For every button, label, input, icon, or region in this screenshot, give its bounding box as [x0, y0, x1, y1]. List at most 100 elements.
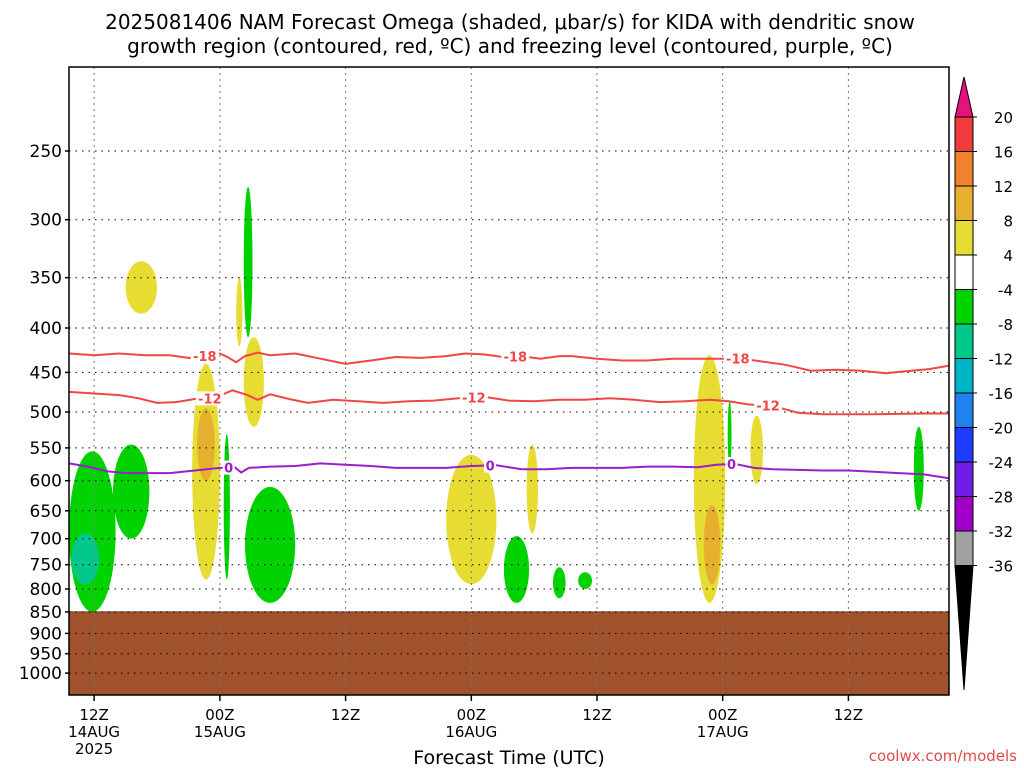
y-tick-label-650: 650 [30, 502, 62, 522]
contour-label-bg--18-0 [190, 348, 219, 363]
x-tick-label-38-1: 16AUG [445, 723, 497, 741]
contour-label-bg--12-0 [195, 391, 224, 406]
contour-line-0 [69, 462, 949, 480]
y-tick-label-850: 850 [30, 603, 62, 623]
colorbar-above-max-triangle [954, 76, 974, 118]
y-tick-label-600: 600 [30, 472, 62, 492]
x-tick-label-58-1: 17AUG [697, 723, 749, 741]
x-tick-label-8-0: 12Z [79, 706, 108, 724]
descent-region-2 [113, 444, 150, 539]
colorbar-bin-12-16 [954, 151, 974, 187]
descent-region-6 [223, 433, 230, 580]
y-tick-label-700: 700 [30, 530, 62, 550]
ascent-region-9 [243, 337, 264, 427]
x-tick-label-8-2: 2025 [75, 740, 113, 758]
colorbar-label-16: 16 [994, 144, 1013, 162]
colorbar-label--4: -4 [998, 282, 1013, 300]
omega-shading-layer [69, 186, 924, 612]
colorbar-label-12: 12 [994, 178, 1013, 196]
colorbar-bin-4-8 [954, 220, 974, 256]
descent-region-14 [553, 567, 566, 599]
descent-region-1 [71, 533, 100, 585]
y-tick-label-350: 350 [30, 269, 62, 289]
ascent-region-7 [236, 277, 243, 347]
ground-below-surface [69, 611, 949, 695]
contour-label--18-0: -18 [193, 350, 217, 365]
chart-title-line-1: 2025081406 NAM Forecast Omega (shaded, μ… [105, 10, 915, 34]
colorbar-label-4: 4 [1003, 247, 1013, 265]
contour-label-0-1: 0 [486, 460, 495, 475]
y-tick-label-450: 450 [30, 363, 62, 383]
colorbar-label-20: 20 [994, 109, 1013, 127]
colorbar-bin--4-4 [954, 254, 974, 290]
colorbar-label--16: -16 [989, 385, 1014, 403]
contour-label--12-2: -12 [756, 400, 780, 415]
x-tick-label-68-0: 12Z [834, 706, 863, 724]
descent-region-15 [578, 572, 592, 589]
colorbar-label--12: -12 [989, 351, 1014, 369]
y-tick-label-400: 400 [30, 319, 62, 339]
contour-label-bg-0-0 [222, 460, 235, 475]
colorbar-bin--28--24 [954, 461, 974, 497]
y-tick-label-1000: 1000 [19, 664, 62, 684]
colorbar-bin--32--28 [954, 496, 974, 532]
descent-region-20 [913, 426, 924, 511]
ascent-region-11 [446, 454, 497, 585]
y-tick-label-900: 900 [30, 624, 62, 644]
ascent-region-17 [703, 504, 721, 585]
colorbar-below-min-triangle [954, 565, 974, 691]
x-tick-label-18-1: 15AUG [194, 723, 246, 741]
ascent-region-3 [125, 261, 157, 314]
x-tick-label-8-1: 14AUG [68, 723, 120, 741]
descent-region-8 [243, 186, 253, 338]
colorbar-bin--12--8 [954, 323, 974, 359]
contour-label-bg-0-1 [484, 458, 497, 473]
grid-layer [69, 67, 949, 695]
colorbar-bin--24--20 [954, 427, 974, 463]
y-tick-label-500: 500 [30, 403, 62, 423]
contour-line--18 [69, 351, 949, 375]
colorbar-bin--8--4 [954, 289, 974, 325]
contour-label--12-1: -12 [462, 391, 486, 406]
descent-region-10 [245, 486, 296, 603]
colorbar-bin--20--16 [954, 392, 974, 428]
x-axis-title: Forecast Time (UTC) [413, 747, 604, 768]
colorbar-label--28: -28 [989, 489, 1014, 507]
watermark-text: coolwx.com/models [869, 747, 1017, 765]
contour-label-bg--12-2 [754, 398, 782, 413]
contour-label--12-0: -12 [198, 392, 222, 407]
ascent-region-5 [197, 408, 215, 481]
colorbar-label--24: -24 [989, 454, 1014, 472]
chart-title-line-2: growth region (contoured, red, ºC) and f… [127, 34, 893, 58]
x-tick-label-38-0: 00Z [457, 706, 486, 724]
colorbar-bin--36--32 [954, 530, 974, 566]
x-tick-label-18-0: 00Z [205, 706, 234, 724]
y-tick-label-750: 750 [30, 556, 62, 576]
contour-label-0-2: 0 [727, 458, 736, 473]
contour-layer: -18 -18 -18 -12 -12 -12 0 0 0 [69, 348, 949, 480]
y-tick-label-300: 300 [30, 211, 62, 231]
contour-label-bg--18-2 [723, 351, 752, 366]
contour-label-0-0: 0 [224, 462, 233, 477]
y-tick-label-550: 550 [30, 439, 62, 459]
x-tick-label-58-0: 00Z [708, 706, 737, 724]
y-tick-label-950: 950 [30, 645, 62, 665]
descent-region-0 [69, 451, 116, 612]
contour-label--18-2: -18 [726, 353, 750, 368]
contour-label-bg--18-1 [501, 349, 530, 364]
ascent-region-13 [526, 444, 538, 534]
descent-region-18 [727, 400, 732, 468]
ground-layer [69, 611, 949, 695]
contour-label-bg--12-1 [459, 390, 488, 405]
colorbar-label--32: -32 [989, 523, 1014, 541]
plot-frame [68, 66, 950, 696]
y-tick-label-250: 250 [30, 142, 62, 162]
colorbar-bin-8-12 [954, 185, 974, 221]
y-tick-label-800: 800 [30, 580, 62, 600]
y-axis: 2503003504004505005506006507007508008509… [19, 142, 69, 684]
x-tick-label-48-0: 12Z [582, 706, 611, 724]
colorbar-label-8: 8 [1003, 213, 1013, 231]
colorbar-label--8: -8 [998, 316, 1013, 334]
